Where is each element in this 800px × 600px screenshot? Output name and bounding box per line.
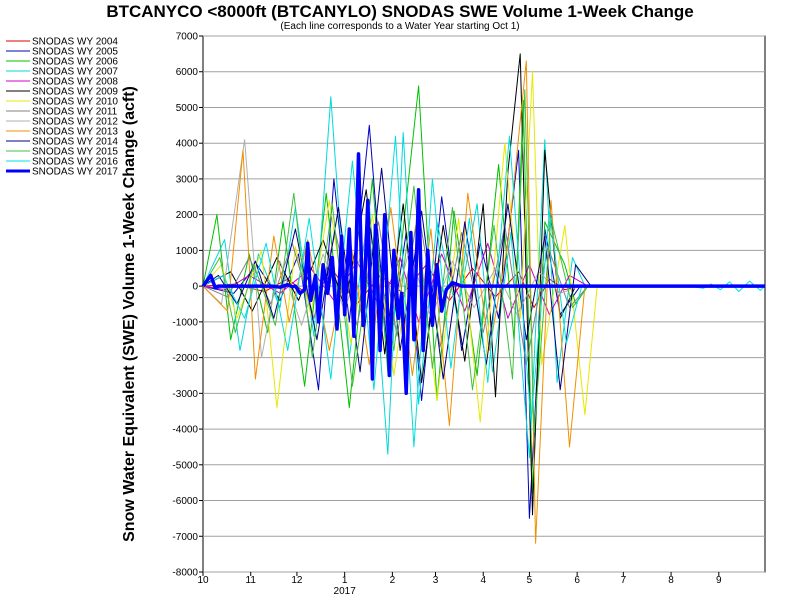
x-axis-year-label: 2017 — [334, 586, 357, 597]
y-tick-label: -7000 — [172, 532, 198, 543]
chart-title: BTCANYCO <8000ft (BTCANYLO) SNODAS SWE V… — [106, 2, 693, 21]
legend-label: SNODAS WY 2012 — [32, 117, 118, 128]
x-tick-label: 5 — [527, 575, 533, 586]
series-line-wy2012 — [202, 139, 765, 359]
legend-label: SNODAS WY 2011 — [32, 107, 118, 118]
series-line-wy2010 — [202, 71, 765, 423]
legend-label: SNODAS WY 2004 — [32, 37, 118, 48]
legend-label: SNODAS WY 2007 — [32, 67, 118, 78]
y-tick-label: -5000 — [172, 460, 198, 471]
y-tick-label: -8000 — [172, 568, 198, 579]
y-tick-label: 0 — [192, 282, 198, 293]
y-tick-label: 5000 — [176, 103, 199, 114]
y-tick-label: 7000 — [176, 32, 199, 43]
x-tick-label: 12 — [291, 575, 303, 586]
y-tick-label: 6000 — [176, 67, 199, 78]
legend-label: SNODAS WY 2005 — [32, 47, 118, 58]
series-line-wy2013 — [202, 60, 765, 544]
y-axis-ticks: 7000 6000 5000 4000 3000 2000 1000 0 -1000 -2000 -… — [172, 32, 203, 579]
series-line-wy2017 — [201, 152, 765, 396]
x-tick-label: 10 — [197, 575, 209, 586]
x-axis-ticks: 10 11 12 1 2 3 4 5 6 7 8 9 — [197, 572, 722, 586]
x-tick-label: 3 — [433, 575, 439, 586]
y-tick-label: -3000 — [172, 389, 198, 400]
legend-label: SNODAS WY 2013 — [32, 127, 118, 138]
x-tick-label: 9 — [716, 575, 722, 586]
y-tick-label: 2000 — [176, 210, 199, 221]
legend-label: SNODAS WY 2014 — [32, 137, 118, 148]
legend-label: SNODAS WY 2010 — [32, 97, 118, 108]
y-tick-label: 3000 — [176, 174, 199, 185]
legend-label: SNODAS WY 2017 — [32, 167, 118, 178]
x-tick-label: 4 — [480, 575, 486, 586]
x-tick-label: 8 — [668, 575, 674, 586]
x-tick-label: 7 — [621, 575, 627, 586]
legend-label: SNODAS WY 2016 — [32, 157, 118, 168]
x-tick-label: 11 — [246, 575, 257, 586]
y-tick-label: -4000 — [172, 425, 198, 436]
legend-label: SNODAS WY 2009 — [32, 87, 118, 98]
series-line-wy2016 — [202, 135, 766, 448]
y-axis-label: Snow Water Equivalent (SWE) Volume 1-Wee… — [121, 86, 138, 542]
y-tick-label: -6000 — [172, 496, 198, 507]
y-tick-label: 4000 — [176, 139, 199, 150]
x-tick-label: 6 — [574, 575, 580, 586]
series-lines — [201, 53, 766, 544]
legend-label: SNODAS WY 2015 — [32, 147, 118, 158]
x-tick-label: 1 — [342, 575, 348, 586]
legend-label: SNODAS WY 2006 — [32, 57, 118, 68]
x-tick-label: 2 — [390, 575, 396, 586]
series-line-wy2015 — [202, 89, 765, 434]
y-tick-label: -1000 — [172, 317, 198, 328]
legend-label: SNODAS WY 2008 — [32, 77, 118, 88]
y-tick-label: -2000 — [172, 353, 198, 364]
chart-subtitle: (Each line corresponds to a Water Year s… — [280, 21, 519, 32]
y-tick-label: 1000 — [176, 246, 199, 257]
